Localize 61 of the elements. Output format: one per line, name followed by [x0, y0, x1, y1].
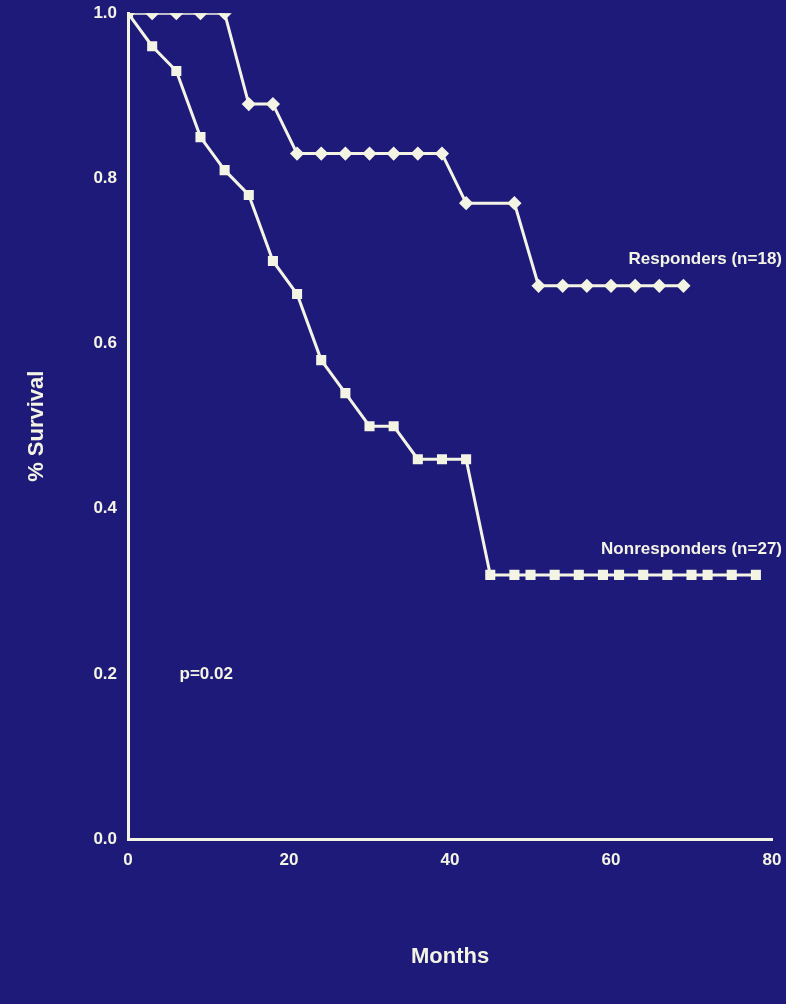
point — [171, 65, 182, 77]
annotation: p=0.02 — [179, 663, 233, 683]
point — [628, 279, 642, 293]
point — [364, 421, 375, 432]
point — [435, 147, 449, 161]
y-tick-label: 0.4 — [93, 498, 118, 518]
x-tick-label: 60 — [601, 850, 621, 870]
point — [290, 147, 304, 161]
point — [412, 454, 423, 465]
point — [750, 569, 761, 580]
point — [662, 569, 673, 580]
point — [507, 196, 521, 210]
series-label: Responders (n=18) — [628, 249, 782, 269]
point — [509, 569, 520, 580]
x-axis-title: Months — [410, 942, 490, 968]
point — [676, 279, 690, 293]
point — [243, 189, 254, 200]
point — [340, 388, 351, 399]
point — [638, 569, 649, 580]
point — [652, 279, 666, 293]
point — [459, 196, 473, 210]
y-tick-label: 0.8 — [93, 168, 118, 188]
point — [387, 147, 401, 161]
point — [267, 255, 278, 267]
point — [604, 279, 618, 293]
y-tick-label: 1.0 — [93, 2, 118, 22]
point — [292, 289, 303, 300]
point — [411, 147, 425, 161]
x-tick-label: 20 — [279, 850, 299, 870]
point — [726, 569, 737, 580]
point — [597, 569, 608, 580]
point — [549, 569, 560, 580]
point — [614, 569, 625, 580]
point — [485, 569, 496, 580]
point — [525, 569, 536, 580]
y-tick-label: 0.2 — [93, 663, 118, 683]
x-tick-label: 80 — [762, 850, 782, 870]
point — [147, 41, 158, 52]
y-axis-title: % Survival — [23, 370, 49, 482]
point — [219, 165, 230, 176]
point — [195, 132, 206, 143]
point — [702, 569, 713, 580]
point — [686, 569, 697, 580]
point — [388, 421, 399, 432]
x-tick-label: 40 — [440, 850, 460, 870]
point — [314, 147, 328, 161]
point — [436, 454, 447, 465]
point — [580, 279, 594, 293]
x-tick-label: 0 — [123, 850, 133, 870]
point — [316, 355, 327, 366]
point — [338, 147, 352, 161]
point — [242, 97, 256, 111]
y-tick-label: 0.6 — [93, 333, 118, 353]
point — [363, 147, 377, 161]
point — [556, 279, 570, 293]
series-label: Nonresponders (n=27) — [601, 538, 782, 558]
y-tick-label: 0.0 — [93, 828, 118, 848]
point — [532, 279, 546, 293]
point — [573, 569, 584, 580]
point — [266, 97, 280, 111]
point — [461, 454, 472, 465]
